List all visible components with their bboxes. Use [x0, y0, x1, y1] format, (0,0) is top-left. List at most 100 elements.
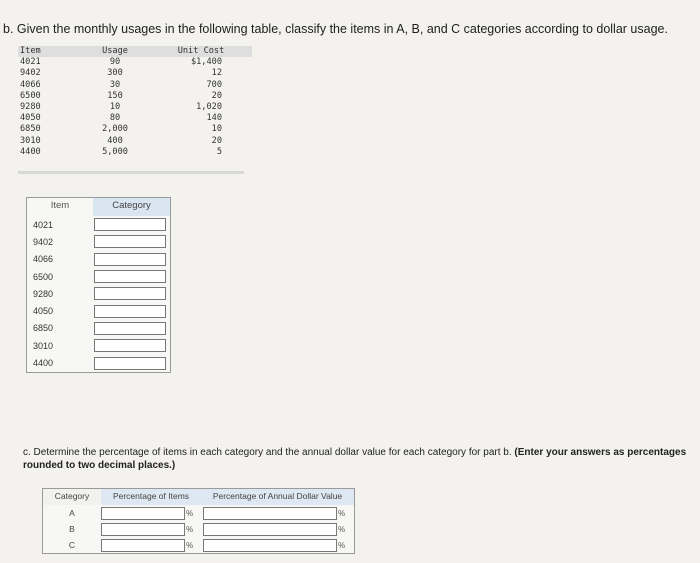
- usage-cell: 2,000: [102, 124, 128, 135]
- percentage-table: Category Percentage of Items Percentage …: [42, 488, 355, 554]
- table-row: 6850 2,000 10: [18, 124, 252, 135]
- unit-cost-cell: 10: [211, 124, 222, 135]
- classification-item-label: 6500: [33, 271, 54, 282]
- percent-sign: %: [186, 540, 194, 550]
- category-label: B: [69, 524, 75, 534]
- classification-header: Item Category: [27, 198, 170, 216]
- item-cell: 4400: [20, 146, 41, 157]
- classification-row: 9280: [27, 285, 170, 302]
- classification-row: 4400: [27, 354, 170, 371]
- unit-cost-cell: 20: [211, 135, 222, 146]
- item-cell: 4021: [20, 57, 41, 68]
- question-b-text: b. Given the monthly usages in the follo…: [3, 22, 668, 36]
- classification-row: 3010: [27, 337, 170, 354]
- percent-sign: %: [186, 524, 194, 534]
- category-input-4066[interactable]: [94, 252, 166, 266]
- category-label: C: [68, 540, 76, 550]
- percent-sign: %: [186, 508, 194, 518]
- item-cell: 4066: [20, 79, 41, 90]
- unit-cost-cell: 5: [216, 146, 222, 157]
- table-underline: [18, 171, 244, 174]
- category-input-6850[interactable]: [94, 321, 166, 335]
- classification-header-item: Item: [50, 200, 70, 211]
- percent-sign: %: [338, 524, 346, 534]
- usage-data-table: Item Usage Unit Cost 4021 90 $1,400 9402 30…: [18, 46, 252, 158]
- unit-cost-cell: 700: [206, 79, 222, 90]
- pct-items-input-b[interactable]: [101, 522, 185, 536]
- percent-sign: %: [338, 540, 346, 550]
- percentage-row-a: A % %: [43, 505, 354, 521]
- header-unit-cost: Unit Cost: [150, 46, 252, 58]
- classification-item-label: 4400: [33, 358, 54, 369]
- table-row: 4400 5,000 5: [18, 147, 252, 158]
- classification-item-label: 3010: [33, 340, 54, 351]
- category-input-3010[interactable]: [94, 339, 166, 353]
- usage-cell: 300: [107, 68, 123, 79]
- question-c-text: c. Determine the percentage of items in …: [23, 446, 693, 472]
- item-cell: 9280: [20, 102, 41, 113]
- percentage-header: Category Percentage of Items Percentage …: [43, 489, 354, 505]
- pct-value-input-b[interactable]: [203, 522, 337, 536]
- table-row: 4066 30 700: [18, 80, 252, 91]
- percentage-row-c: C % %: [43, 537, 354, 553]
- classification-row: 4021: [27, 216, 170, 233]
- question-c-instruction: (Enter your answers as percentages round…: [23, 447, 687, 471]
- item-cell: 6850: [20, 124, 41, 135]
- table-row: 4050 80 140: [18, 113, 252, 124]
- classification-row: 4050: [27, 302, 170, 319]
- question-c-body: c. Determine the percentage of items in …: [23, 447, 512, 458]
- unit-cost-cell: 20: [211, 90, 222, 101]
- classification-table: Item Category 4021 9402 4066 6500 9280 4…: [26, 197, 171, 373]
- usage-cell: 10: [109, 102, 121, 113]
- pct-value-input-a[interactable]: [203, 506, 337, 520]
- percentage-header-items: Percentage of Items: [112, 491, 190, 501]
- category-input-4021[interactable]: [94, 218, 166, 232]
- table-row: 9402 300 12: [18, 68, 252, 79]
- classification-item-label: 4050: [33, 306, 54, 317]
- pct-value-input-c[interactable]: [203, 538, 337, 552]
- percentage-header-value: Percentage of Annual Dollar Value: [212, 491, 343, 501]
- category-input-6500[interactable]: [94, 270, 166, 284]
- category-label: A: [69, 508, 75, 518]
- table-row: 4021 90 $1,400: [18, 57, 252, 68]
- classification-row: 6850: [27, 320, 170, 337]
- category-input-9280[interactable]: [94, 287, 166, 301]
- category-input-9402[interactable]: [94, 235, 166, 249]
- classification-item-label: 4066: [33, 254, 54, 265]
- usage-cell: 80: [109, 113, 121, 124]
- percentage-row-b: B % %: [43, 521, 354, 537]
- unit-cost-cell: 1,020: [196, 102, 222, 113]
- percentage-header-category: Category: [43, 489, 101, 505]
- table-row: 6500 150 20: [18, 91, 252, 102]
- classification-header-category: Category: [93, 198, 170, 216]
- usage-cell: 30: [109, 79, 121, 90]
- header-usage: Usage: [80, 46, 150, 58]
- classification-item-label: 6850: [33, 323, 54, 334]
- item-cell: 3010: [20, 135, 41, 146]
- usage-cell: 400: [107, 135, 123, 146]
- usage-cell: 150: [107, 90, 123, 101]
- item-cell: 9402: [20, 68, 41, 79]
- unit-cost-cell: $1,400: [190, 57, 222, 68]
- classification-row: 6500: [27, 268, 170, 285]
- unit-cost-cell: 12: [211, 68, 222, 79]
- category-input-4400[interactable]: [94, 356, 166, 370]
- percent-sign: %: [338, 508, 346, 518]
- classification-row: 9402: [27, 233, 170, 250]
- usage-cell: 5,000: [102, 146, 128, 157]
- classification-item-label: 9280: [33, 288, 54, 299]
- data-table-header: Item Usage Unit Cost: [18, 46, 252, 58]
- table-row: 9280 10 1,020: [18, 102, 252, 113]
- header-item: Item: [18, 46, 80, 58]
- pct-items-input-a[interactable]: [101, 506, 185, 520]
- item-cell: 4050: [20, 113, 41, 124]
- classification-item-label: 9402: [33, 236, 54, 247]
- item-cell: 6500: [20, 90, 41, 101]
- classification-item-label: 4021: [33, 219, 54, 230]
- classification-row: 4066: [27, 251, 170, 268]
- unit-cost-cell: 140: [206, 113, 222, 124]
- category-input-4050[interactable]: [94, 304, 166, 318]
- usage-cell: 90: [109, 57, 121, 68]
- table-row: 3010 400 20: [18, 136, 252, 147]
- pct-items-input-c[interactable]: [101, 538, 185, 552]
